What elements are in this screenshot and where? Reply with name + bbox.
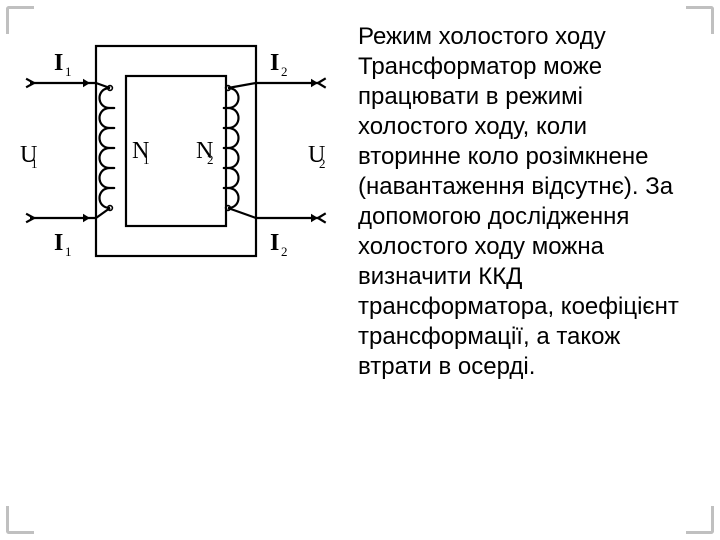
svg-text:2: 2 [281, 244, 288, 259]
transformer-schematic: I1I2I1I2U1U2N1N2 [18, 28, 338, 278]
description-text: Режим холостого ходу Трансформатор може … [348, 18, 702, 522]
svg-text:1: 1 [65, 64, 72, 79]
svg-text:I: I [270, 230, 279, 256]
corner-decoration-bl [6, 506, 34, 534]
svg-text:I: I [54, 50, 63, 76]
corner-decoration-tr [686, 6, 714, 34]
transformer-diagram: I1I2I1I2U1U2N1N2 [18, 18, 348, 522]
svg-text:1: 1 [143, 152, 150, 167]
slide-content: I1I2I1I2U1U2N1N2 Режим холостого ходу Тр… [0, 0, 720, 540]
svg-text:I: I [270, 50, 279, 76]
svg-text:2: 2 [281, 64, 288, 79]
svg-text:2: 2 [207, 152, 214, 167]
svg-text:1: 1 [31, 156, 38, 171]
svg-text:2: 2 [319, 156, 326, 171]
svg-text:I: I [54, 230, 63, 256]
corner-decoration-br [686, 506, 714, 534]
corner-decoration-tl [6, 6, 34, 34]
svg-text:1: 1 [65, 244, 72, 259]
